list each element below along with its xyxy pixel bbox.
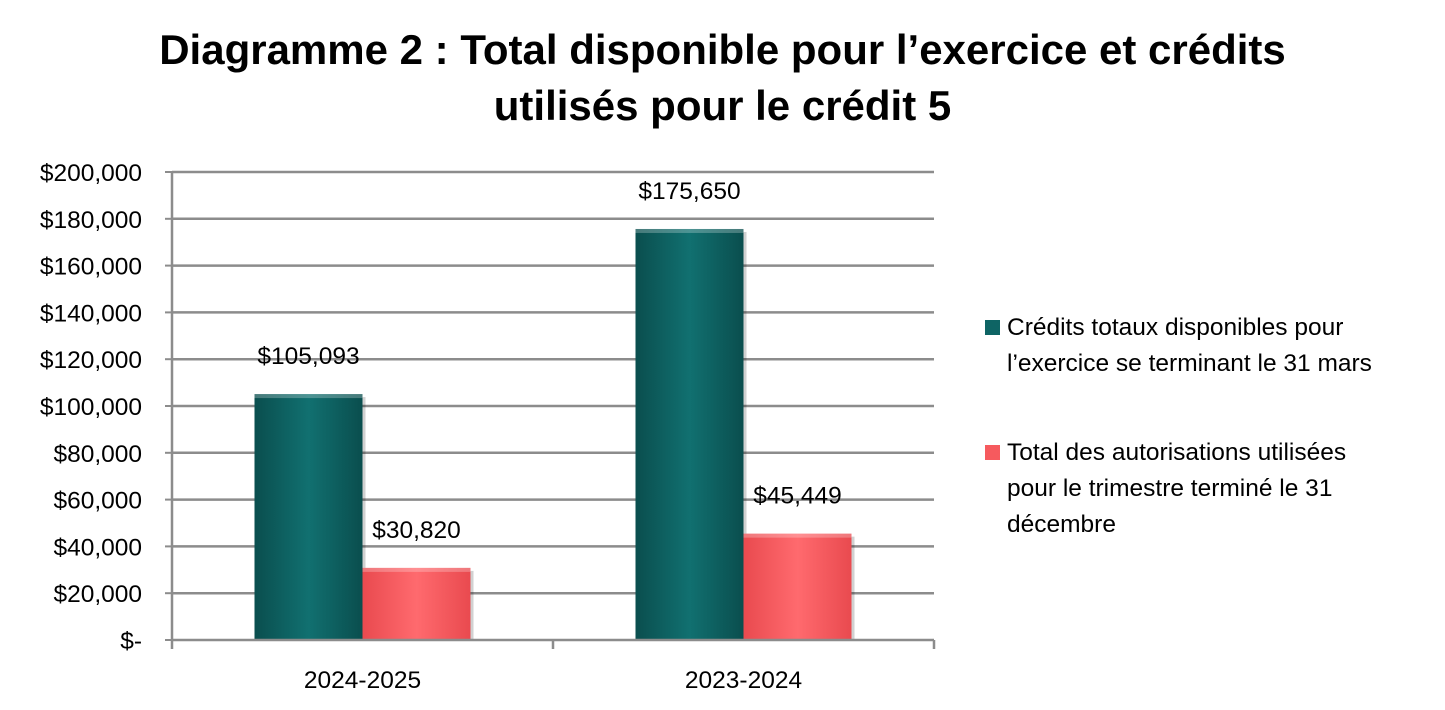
x-tick-label: 2023-2024: [685, 667, 802, 694]
y-tick-label: $200,000: [40, 160, 142, 187]
bar-highlight: [743, 533, 852, 538]
legend-swatch-red: [985, 445, 1000, 460]
data-label: $105,093: [257, 343, 359, 370]
chart-title: Diagramme 2 : Total disponible pour l’ex…: [0, 22, 1445, 134]
y-tick-label: $140,000: [40, 300, 142, 327]
bar: [635, 228, 744, 640]
bar: [254, 394, 363, 640]
legend-label: Total des autorisations utilisées pour l…: [1007, 435, 1427, 543]
chart-title-line-1: Diagramme 2 : Total disponible pour l’ex…: [159, 26, 1286, 73]
y-tick-label: $180,000: [40, 207, 142, 234]
data-label: $30,820: [372, 517, 461, 544]
bars: [254, 228, 855, 640]
legend-label-line: décembre: [1007, 511, 1116, 538]
data-labels: $105,093 $30,820 $175,650 $45,449: [257, 178, 841, 544]
y-tick-label: $20,000: [53, 581, 142, 608]
bar: [362, 567, 471, 640]
y-tick-label: $100,000: [40, 394, 142, 421]
bar-highlight: [635, 228, 744, 233]
legend-label: Crédits totaux disponibles pour l’exerci…: [1007, 310, 1427, 382]
y-tick-label: $160,000: [40, 254, 142, 281]
y-tick-label: $40,000: [53, 534, 142, 561]
data-label: $175,650: [638, 178, 740, 205]
y-tick-label: $-: [120, 628, 142, 655]
axes: $- $20,000 $40,000 $60,000 $80,000 $100,000 $1…: [40, 160, 936, 694]
y-tick-label: $120,000: [40, 347, 142, 374]
bar: [743, 533, 852, 640]
legend-label-line: Crédits totaux disponibles pour: [1007, 314, 1344, 341]
legend-swatch-teal: [985, 320, 1000, 335]
legend-label-line: l’exercice se terminant le 31 mars: [1007, 350, 1372, 377]
y-tick-label: $60,000: [53, 488, 142, 515]
legend-label-line: pour le trimestre terminé le 31: [1007, 475, 1333, 502]
chart-title-line-2: utilisés pour le crédit 5: [493, 82, 952, 129]
bar-highlight: [362, 567, 471, 572]
y-tick-label: $80,000: [53, 441, 142, 468]
legend-label-line: Total des autorisations utilisées: [1007, 439, 1347, 466]
data-label: $45,449: [753, 483, 842, 510]
x-tick-label: 2024-2025: [304, 667, 421, 694]
bar-highlight: [254, 394, 363, 399]
